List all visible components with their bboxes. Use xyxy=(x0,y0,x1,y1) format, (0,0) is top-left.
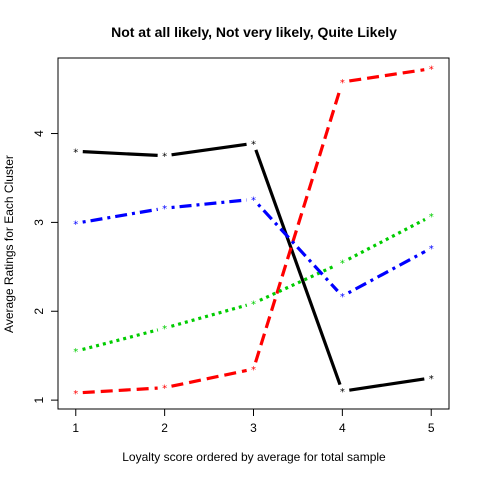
y-axis-label: Average Ratings for Each Cluster xyxy=(2,155,16,333)
series-3-point-1: * xyxy=(73,347,79,358)
series-1-segment-2 xyxy=(171,142,247,157)
series-4-point-2: * xyxy=(162,204,168,215)
series-1-segment-3 xyxy=(254,149,342,386)
series-layer: * * * * * * * * * * * * * * * * * * * * xyxy=(73,65,434,400)
y-tick-label-1: 1 xyxy=(32,396,46,403)
plot-frame xyxy=(57,57,450,410)
series-2-point-3: * xyxy=(250,365,256,376)
series-4-segment-3 xyxy=(257,203,339,293)
series-3-point-5: * xyxy=(428,212,434,223)
series-1-point-1: * xyxy=(73,147,79,158)
x-axis-label: Loyalty score ordered by average for tot… xyxy=(122,450,386,464)
x-tick-label-1: 1 xyxy=(72,421,79,435)
axis-layer: 1 2 3 4 5 1 2 3 4 xyxy=(32,130,435,435)
y-tick-label-3: 3 xyxy=(32,219,46,226)
series-4: * * * * * xyxy=(73,195,434,303)
series-1-segment-1 xyxy=(82,150,158,157)
chart-title: Not at all likely, Not very likely, Quit… xyxy=(111,24,397,40)
series-3-point-4: * xyxy=(339,258,345,269)
series-2-segment-1 xyxy=(82,386,158,395)
series-3-point-2: * xyxy=(162,324,168,335)
series-1-point-4: * xyxy=(339,387,345,398)
series-4-point-5: * xyxy=(428,244,434,255)
series-2-point-1: * xyxy=(73,389,79,400)
series-2-point-5: * xyxy=(428,65,434,76)
y-tick-label-4: 4 xyxy=(32,130,46,137)
series-4-segment-4 xyxy=(347,250,426,295)
series-1: * * * * * xyxy=(73,139,434,398)
series-3: * * * * * xyxy=(73,212,434,358)
series-3-segment-2 xyxy=(170,303,248,328)
series-2-segment-2 xyxy=(171,368,247,388)
series-3-point-3: * xyxy=(250,299,256,310)
series-1-point-2: * xyxy=(162,152,168,163)
y-tick-label-2: 2 xyxy=(32,308,46,315)
x-tick-label-4: 4 xyxy=(339,421,346,435)
series-3-segment-4 xyxy=(347,217,426,261)
series-1-point-5: * xyxy=(428,374,434,385)
series-4-point-4: * xyxy=(339,292,345,303)
series-1-point-3: * xyxy=(250,139,256,150)
series-4-point-1: * xyxy=(73,219,79,230)
series-2-segment-4 xyxy=(349,68,425,83)
x-tick-label-2: 2 xyxy=(161,421,168,435)
series-2: * * * * * xyxy=(73,65,434,400)
series-2-point-2: * xyxy=(162,384,168,395)
series-4-segment-1 xyxy=(82,207,159,224)
series-2-point-4: * xyxy=(339,78,345,89)
series-4-point-3: * xyxy=(250,195,256,206)
series-4-segment-2 xyxy=(171,198,247,210)
series-2-segment-3 xyxy=(254,88,342,363)
series-3-segment-1 xyxy=(82,328,159,352)
series-1-segment-4 xyxy=(349,377,425,392)
x-tick-label-3: 3 xyxy=(250,421,257,435)
x-tick-label-5: 5 xyxy=(428,421,435,435)
